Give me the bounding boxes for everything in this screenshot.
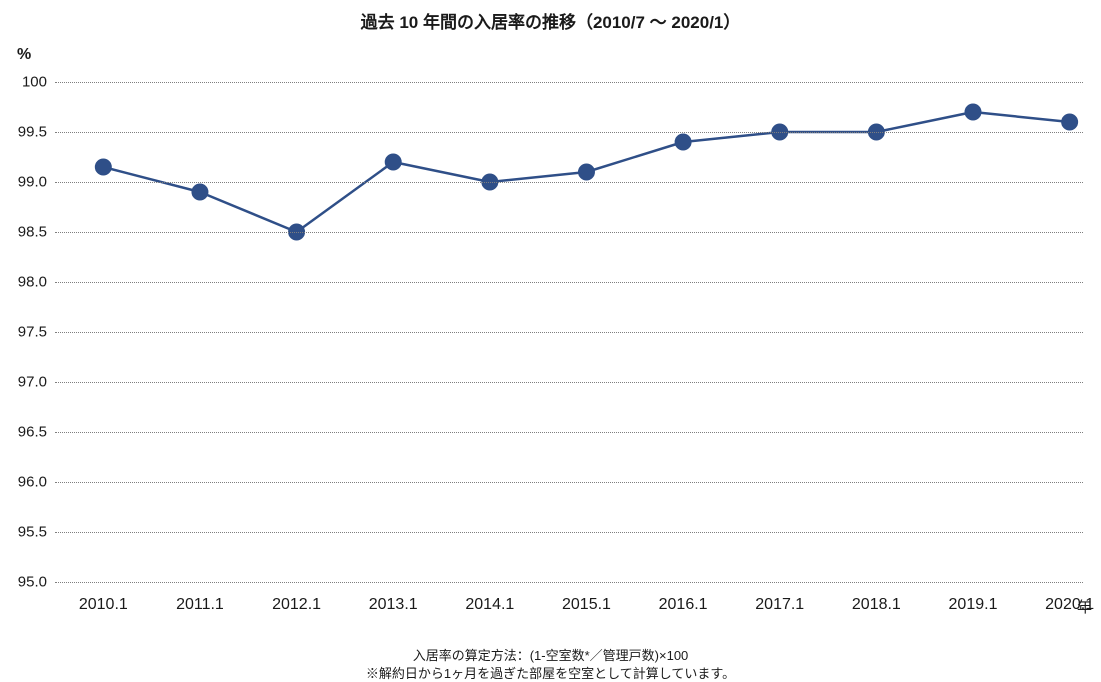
x-tick-label: 2017.1 — [755, 582, 804, 614]
chart-title: 過去 10 年間の入居率の推移（2010/7 〜 2020/1） — [0, 8, 1101, 33]
plot-area: 95.095.596.096.597.097.598.098.599.099.5… — [55, 82, 1083, 582]
gridline — [55, 432, 1083, 433]
data-point-marker — [1062, 114, 1078, 130]
y-tick-label: 98.0 — [18, 274, 55, 291]
y-tick-label: 97.5 — [18, 324, 55, 341]
x-tick-label: 2015.1 — [562, 582, 611, 614]
gridline — [55, 532, 1083, 533]
x-tick-label: 2018.1 — [852, 582, 901, 614]
data-point-marker — [192, 184, 208, 200]
gridline — [55, 132, 1083, 133]
y-tick-label: 97.0 — [18, 374, 55, 391]
x-tick-label: 2014.1 — [465, 582, 514, 614]
chart-container: 過去 10 年間の入居率の推移（2010/7 〜 2020/1） % 95.09… — [0, 0, 1101, 681]
footnote-line-1: 入居率の算定方法：(1-空室数*／管理戸数)×100 — [0, 645, 1101, 664]
y-tick-label: 95.5 — [18, 524, 55, 541]
y-tick-label: 98.5 — [18, 224, 55, 241]
y-tick-label: 96.5 — [18, 424, 55, 441]
y-tick-label: 99.5 — [18, 124, 55, 141]
data-point-marker — [965, 104, 981, 120]
data-point-marker — [675, 134, 691, 150]
y-tick-label: 96.0 — [18, 474, 55, 491]
x-tick-label: 2019.1 — [949, 582, 998, 614]
y-axis-unit: % — [17, 46, 31, 64]
data-point-marker — [385, 154, 401, 170]
x-tick-label: 2013.1 — [369, 582, 418, 614]
gridline — [55, 282, 1083, 283]
gridline — [55, 232, 1083, 233]
x-tick-label: 2016.1 — [659, 582, 708, 614]
data-point-marker — [578, 164, 594, 180]
x-tick-label: 2011.1 — [176, 582, 224, 614]
footnote-line-2: ※解約日から1ヶ月を過ぎた部屋を空室として計算しています。 — [0, 663, 1101, 682]
gridline — [55, 182, 1083, 183]
gridline — [55, 482, 1083, 483]
x-tick-label: 2012.1 — [272, 582, 321, 614]
y-tick-label: 99.0 — [18, 174, 55, 191]
x-tick-label: 2010.1 — [79, 582, 128, 614]
gridline — [55, 82, 1083, 83]
gridline — [55, 332, 1083, 333]
gridline — [55, 382, 1083, 383]
x-axis-unit: 年 — [1077, 596, 1092, 617]
y-tick-label: 100 — [22, 74, 55, 91]
data-point-marker — [95, 159, 111, 175]
y-tick-label: 95.0 — [18, 574, 55, 591]
